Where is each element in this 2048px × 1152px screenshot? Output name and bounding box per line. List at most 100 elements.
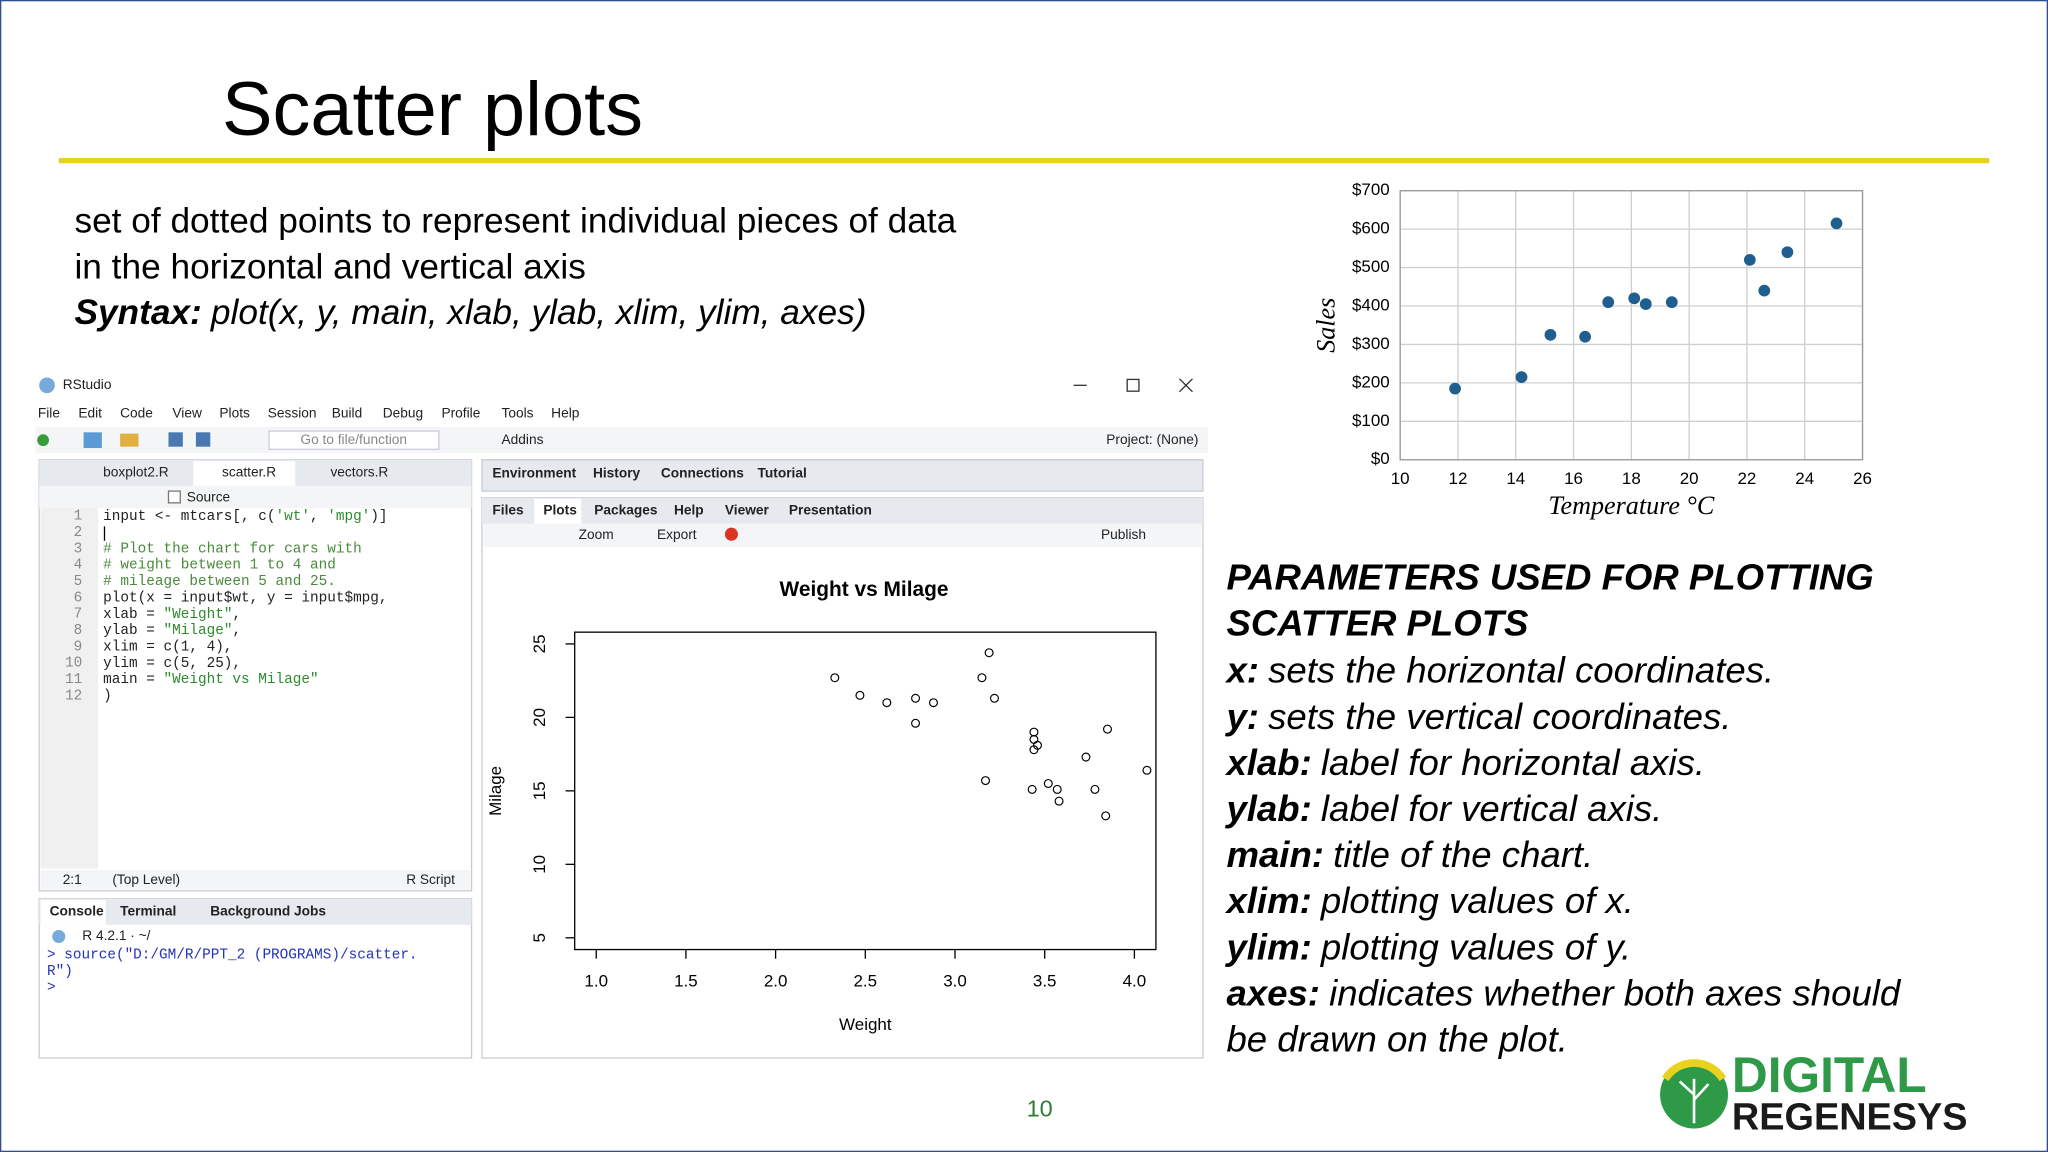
parameter-desc: be drawn on the plot. [1226,1018,1568,1059]
point [1142,765,1152,775]
tab[interactable]: Presentation [789,502,872,517]
sales-chart: 10 12 14 16 18 20 22 24 26 $0 $100 $200 $300 $400 $500… [1311,180,1872,520]
tab[interactable]: Background Jobs [210,903,326,918]
line-number: 3 [74,541,83,557]
tab[interactable]: Publish [1101,527,1146,542]
y-tick-label: 15 [530,781,549,800]
tab[interactable]: Files [492,502,524,517]
parameter-name: ylab: [1224,788,1311,829]
y-tick-label: $100 [1352,411,1390,430]
x-tick-label: 16 [1564,469,1583,488]
tab[interactable]: Export [657,527,697,542]
point [882,698,892,708]
plot-tools: Zoom Export Publish [579,527,1146,542]
logo-word: REGENESYS [1732,1096,1968,1138]
y-tick-label: $0 [1371,449,1390,468]
console-line: > source("D:/GM/R/PPT_2 (PROGRAMS)/scatt… [47,948,418,964]
addins[interactable]: Addins [502,432,544,447]
tab[interactable]: scatter.R [222,464,276,479]
status: 2:1 (Top Level) R Script [63,872,455,887]
point [855,690,865,700]
tab[interactable]: Terminal [120,903,176,918]
point [1054,796,1064,806]
tab[interactable]: Plots [543,502,577,517]
menu-item[interactable]: Session [268,406,317,421]
tab[interactable]: Help [674,502,704,517]
menu-item[interactable]: View [172,406,202,421]
point [1081,752,1091,762]
tab[interactable]: Viewer [725,502,770,517]
line-number: 8 [74,623,83,639]
tab[interactable]: Connections [661,466,744,481]
menu-item[interactable]: Tools [502,406,534,421]
x-tick-label: 26 [1853,469,1872,488]
slide-title: Scatter plots [222,67,643,152]
clear-icon[interactable] [724,527,738,541]
open-icon[interactable] [120,433,139,447]
parameter: xlab: label for horizontal axis. [1224,742,1705,783]
tab[interactable]: boxplot2.R [103,464,169,479]
point [1830,217,1843,230]
files-tabs-bar [481,497,1203,524]
console: > source("D:/GM/R/PPT_2 (PROGRAMS)/scatt… [47,948,418,997]
line-number: 9 [74,639,83,655]
line-number: 7 [74,607,83,623]
logo-tree [1678,1078,1710,1124]
env-tabs: Environment History Connections Tutorial [492,466,806,481]
env-pane [481,459,1204,492]
tab[interactable]: Packages [594,502,658,517]
source[interactable]: Source [187,489,231,504]
maximize[interactable] [1126,378,1140,392]
console-tabs-bar [39,898,472,925]
point [1101,811,1111,821]
project[interactable]: Project: (None) [1106,432,1198,447]
tab[interactable]: History [593,466,641,481]
y-tick-label: $700 [1352,180,1390,199]
gutter [40,508,98,869]
tab[interactable]: Console [50,903,104,918]
syntax-label: Syntax: [74,293,201,332]
point [911,718,921,728]
y-tick-label: 5 [530,933,549,942]
code-line: xlab = "Weight", [103,607,241,623]
save-all-icon[interactable] [195,432,211,447]
y-axis-label: Milage [486,766,505,816]
menu-item[interactable]: Build [332,406,362,421]
console-line: R") [47,964,73,980]
point [928,698,938,708]
plots-pane [481,496,1204,1059]
tab[interactable]: Environment [492,466,576,481]
menu-item[interactable]: Code [120,406,153,421]
parameter-desc: label for vertical axis. [1321,788,1662,829]
tab[interactable]: Tutorial [758,466,807,481]
code-line: ylab = "Milage", [103,623,241,639]
new-icon[interactable] [37,434,49,447]
goto[interactable]: Go to file/function [300,432,407,447]
y-tick-label: $500 [1352,257,1390,276]
point [1758,284,1771,297]
menu-item[interactable]: Profile [441,406,480,421]
source-checkbox[interactable] [167,490,181,504]
point [989,693,999,703]
console-line: > [47,980,56,996]
goto-box[interactable] [268,430,440,450]
tab[interactable]: vectors.R [330,464,388,479]
logo-arc [1661,1059,1727,1082]
menu-item[interactable]: Help [551,406,580,421]
line-number: 6 [74,590,83,606]
menu-item[interactable]: Edit [78,406,102,421]
x-tick-label: 22 [1738,469,1757,488]
save-icon[interactable] [168,432,183,447]
y-tick-label: 20 [530,708,549,727]
tab[interactable]: Zoom [579,527,614,542]
menu-item[interactable]: Plots [219,406,250,421]
menu-item[interactable]: Debug [383,406,423,421]
x-tick-label: 1.5 [674,972,698,991]
point [977,673,987,683]
line-number: 5 [74,574,83,590]
project-icon[interactable] [83,432,102,448]
menu-item[interactable]: File [38,406,60,421]
close[interactable] [1178,378,1193,393]
x-tick-label: 12 [1449,469,1468,488]
